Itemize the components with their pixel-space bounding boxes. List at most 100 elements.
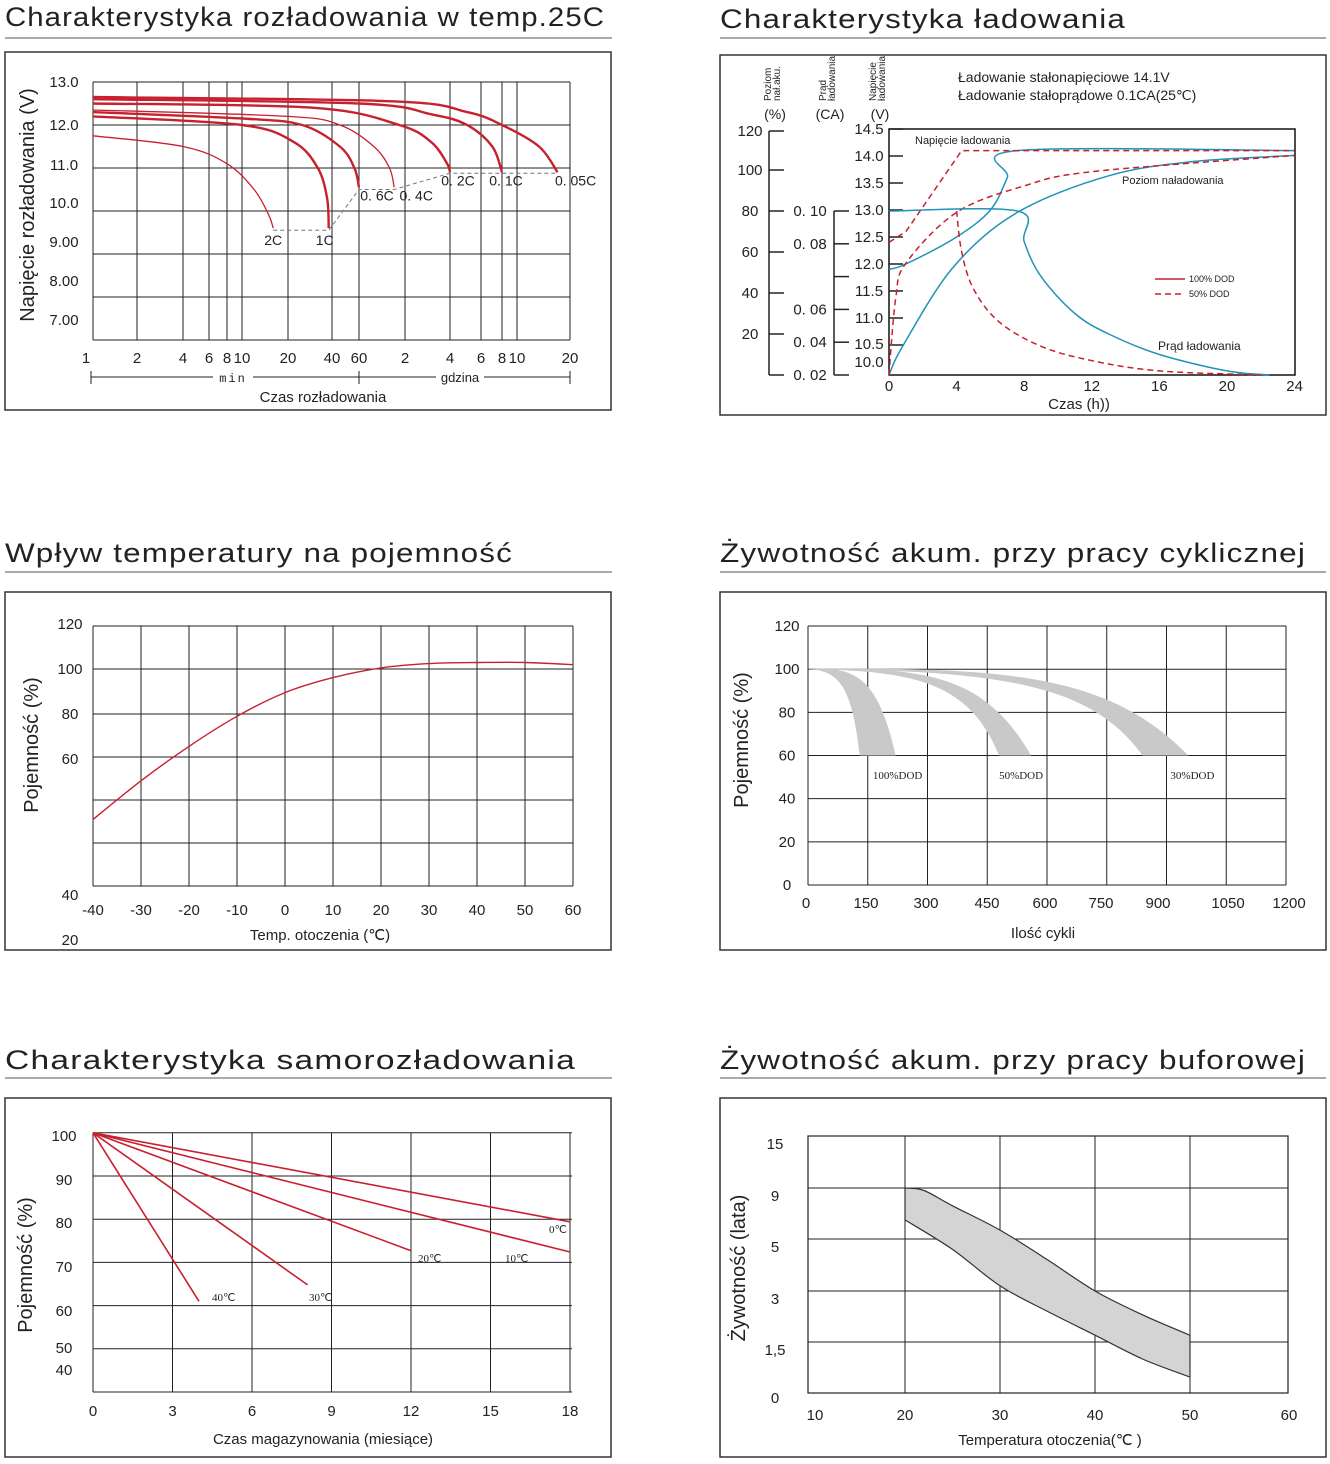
y-tick-label: 7.00 (49, 312, 78, 329)
x-tick-label: 300 (913, 895, 938, 912)
current-tick-label: 0. 04 (793, 334, 826, 351)
temperature-chart-frame (4, 591, 612, 951)
discharge-chart-frame (4, 51, 612, 411)
x-tick-label: 10 (509, 350, 526, 367)
legend-label: 50% DOD (1189, 289, 1230, 299)
axis-header-line2: nał.aku. (772, 66, 783, 101)
axis-header-line1: Prąd (818, 80, 829, 101)
y-tick-label: 15 (767, 1136, 784, 1153)
y-tick-label: 0 (783, 877, 791, 894)
charging-chart-frame (719, 54, 1327, 416)
chart-title: Wpływ temperatury na pojemność (5, 538, 513, 568)
x-tick-label: 40 (469, 902, 486, 919)
x-axis-label: Ilość cykli (1011, 925, 1075, 942)
x-tick-label: 15 (482, 1403, 499, 1420)
axis-header-unit: (%) (764, 106, 786, 122)
y-tick-label: 120 (774, 618, 799, 635)
y-tick-label: 60 (779, 748, 796, 765)
level-tick-label: 100 (737, 162, 762, 179)
cycle-band-30%DOD (808, 668, 1189, 756)
curve-label: 0. 05C (555, 172, 596, 188)
x-tick-label: 10 (325, 902, 342, 919)
charging-curve-current-50 (955, 210, 1261, 376)
level-tick-label: 80 (742, 203, 759, 220)
y-tick-label: 60 (62, 751, 79, 768)
x-tick-label: 30 (992, 1407, 1009, 1424)
charging-curve-current-100 (888, 207, 1270, 376)
x-tick-label: 20 (373, 902, 390, 919)
x-tick-label: 16 (1151, 378, 1168, 395)
charging-curve-level-50 (888, 154, 1295, 376)
y-tick-label: 80 (56, 1215, 73, 1232)
curve-label: 0. 1C (489, 172, 522, 188)
x-tick-label: 40 (324, 350, 341, 367)
self-discharge-line-2 (92, 1132, 412, 1252)
unit-label-bg (213, 369, 253, 383)
y-tick-label: 20 (779, 834, 796, 851)
voltage-tick-label: 13.0 (854, 202, 883, 219)
y-tick-label: 90 (56, 1172, 73, 1189)
y-tick-label: 80 (62, 706, 79, 723)
voltage-tick-label: 12.0 (854, 256, 883, 273)
x-tick-label: 60 (565, 902, 582, 919)
y-tick-label: 11.0 (50, 157, 78, 174)
unit-label-hours: gdzina (441, 370, 480, 385)
x-tick-label: 150 (853, 895, 878, 912)
cycle-band-100%DOD (808, 668, 896, 756)
curve-label: 1C (316, 232, 334, 248)
y-tick-label: 5 (771, 1239, 779, 1256)
y-tick-label: 9 (771, 1188, 779, 1205)
y-tick-label: 40 (56, 1362, 73, 1379)
y-tick-label: 10.0 (49, 195, 78, 212)
y-axis-label: Napięcie rozładowania (V) (17, 88, 39, 321)
x-tick-label: 2 (401, 350, 409, 367)
discharge-curve-0.6C (92, 110, 361, 188)
y-tick-label: 60 (56, 1303, 73, 1320)
curve-label: 2C (264, 232, 282, 248)
x-tick-label: 6 (248, 1403, 256, 1420)
discharge-curve-1C (92, 115, 330, 229)
unit-label-bg (436, 369, 484, 383)
discharge-curve-0.05C (92, 95, 559, 174)
float-life-chart-frame (719, 1097, 1327, 1458)
cutoff-voltage-line (273, 172, 558, 231)
x-tick-label: 6 (477, 350, 485, 367)
level-tick-label: 60 (742, 244, 759, 261)
axis-header-unit: (CA) (816, 106, 845, 122)
axis-header-unit: (V) (871, 106, 890, 122)
self-discharge-line-4 (92, 1132, 571, 1223)
voltage-tick-label: 10.0 (854, 354, 883, 371)
x-tick-label: -40 (82, 902, 104, 919)
self-discharge-line-3 (92, 1132, 571, 1253)
x-axis-label: Temperatura otoczenia(℃ ) (958, 1432, 1142, 1449)
self-discharge-line-0 (92, 1132, 200, 1302)
chart-title: Charakterystyka ładowania (720, 4, 1126, 34)
x-tick-label: 1050 (1211, 895, 1244, 912)
y-tick-label: 20 (62, 932, 79, 949)
x-tick-label: 450 (974, 895, 999, 912)
y-tick-label: 1,5 (765, 1342, 786, 1359)
annotation-current: Prąd ładowania (1158, 339, 1241, 353)
voltage-tick-label: 10.5 (854, 336, 883, 353)
discharge-curve-0.4C (92, 109, 395, 188)
x-tick-label: 8 (498, 350, 506, 367)
y-tick-label: 100 (51, 1128, 76, 1145)
x-tick-label: 1 (82, 350, 90, 367)
legend-label: 100% DOD (1189, 274, 1235, 284)
y-axis-label: Pojemność (%) (731, 672, 753, 808)
curve-label: 0. 6C (360, 187, 393, 203)
x-tick-label: 20 (562, 350, 579, 367)
y-tick-label: 70 (56, 1259, 73, 1276)
y-tick-label: 80 (779, 704, 796, 721)
axis-header-line2: ładowania (877, 56, 888, 101)
y-tick-label: 40 (779, 791, 796, 808)
y-tick-label: 3 (771, 1291, 779, 1308)
x-tick-label: 6 (205, 350, 213, 367)
current-tick-label: 0. 06 (793, 301, 826, 318)
annotation-level: Poziom naładowania (1122, 175, 1224, 187)
current-tick-label: 0. 02 (793, 367, 826, 384)
cycle-band-50%DOD (808, 668, 1032, 756)
voltage-tick-label: 13.5 (854, 175, 883, 192)
cycle-life-chart-frame (719, 591, 1327, 951)
curve-label: 0. 4C (399, 187, 432, 203)
